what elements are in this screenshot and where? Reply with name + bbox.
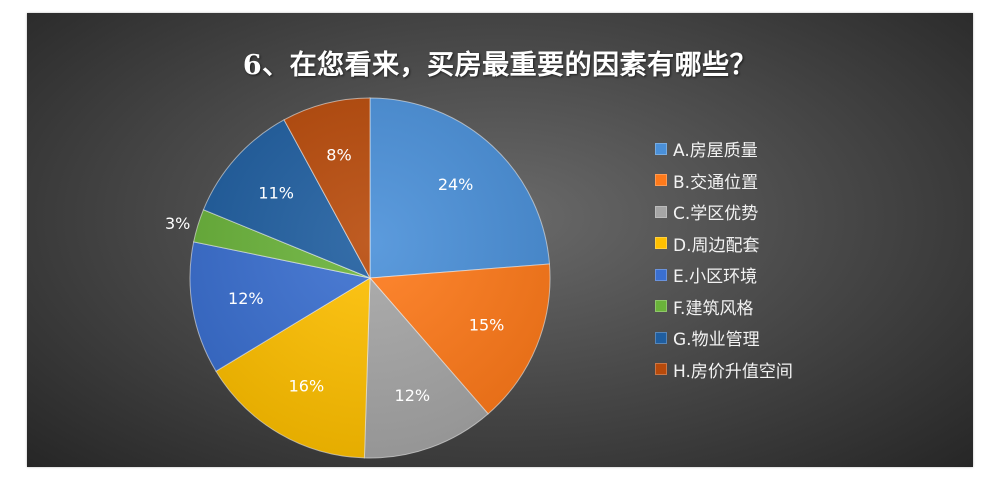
chart-area: 6、在您看来，买房最重要的因素有哪些？ 24% 15% 12% 16% 12% 3% 11%… [27, 13, 973, 467]
legend-swatch [655, 300, 667, 313]
legend-swatch [655, 363, 667, 376]
legend-item-a: A.房屋质量 [655, 133, 793, 165]
legend: A.房屋质量 B.交通位置 C.学区优势 D.周边配套 E.小区环境 F.建筑风格 G.物业… [655, 133, 793, 385]
legend-label: C.学区优势 [673, 204, 759, 225]
legend-swatch [655, 331, 667, 344]
data-label-b: 15% [469, 315, 505, 334]
data-label-g: 11% [258, 183, 294, 202]
data-label-d: 16% [289, 376, 325, 395]
legend-item-h: H.房价升值空间 [655, 354, 793, 386]
legend-swatch [655, 174, 667, 187]
legend-item-f: F.建筑风格 [655, 291, 793, 323]
legend-item-e: E.小区环境 [655, 259, 793, 291]
legend-swatch [655, 268, 667, 281]
legend-item-d: D.周边配套 [655, 228, 793, 260]
data-label-e: 12% [228, 289, 264, 308]
legend-label: E.小区环境 [673, 267, 758, 288]
legend-swatch [655, 237, 667, 250]
legend-label: F.建筑风格 [673, 298, 754, 319]
legend-item-c: C.学区优势 [655, 196, 793, 228]
legend-swatch [655, 142, 667, 155]
legend-label: D.周边配套 [673, 235, 760, 256]
chart-title: 6、在您看来，买房最重要的因素有哪些？ [242, 50, 758, 81]
legend-label: H.房价升值空间 [673, 361, 793, 382]
legend-label: A.房屋质量 [673, 141, 758, 162]
legend-item-g: G.物业管理 [655, 322, 793, 354]
data-label-f: 3% [165, 214, 190, 233]
data-label-h: 8% [326, 145, 351, 164]
data-label-c: 12% [395, 386, 431, 405]
pie-chart: 24% 15% 12% 16% 12% 3% 11% 8% [165, 97, 551, 459]
legend-swatch [655, 205, 667, 218]
legend-label: G.物业管理 [673, 330, 760, 351]
data-label-a: 24% [438, 175, 474, 194]
legend-item-b: B.交通位置 [655, 165, 793, 197]
legend-label: B.交通位置 [673, 172, 759, 193]
